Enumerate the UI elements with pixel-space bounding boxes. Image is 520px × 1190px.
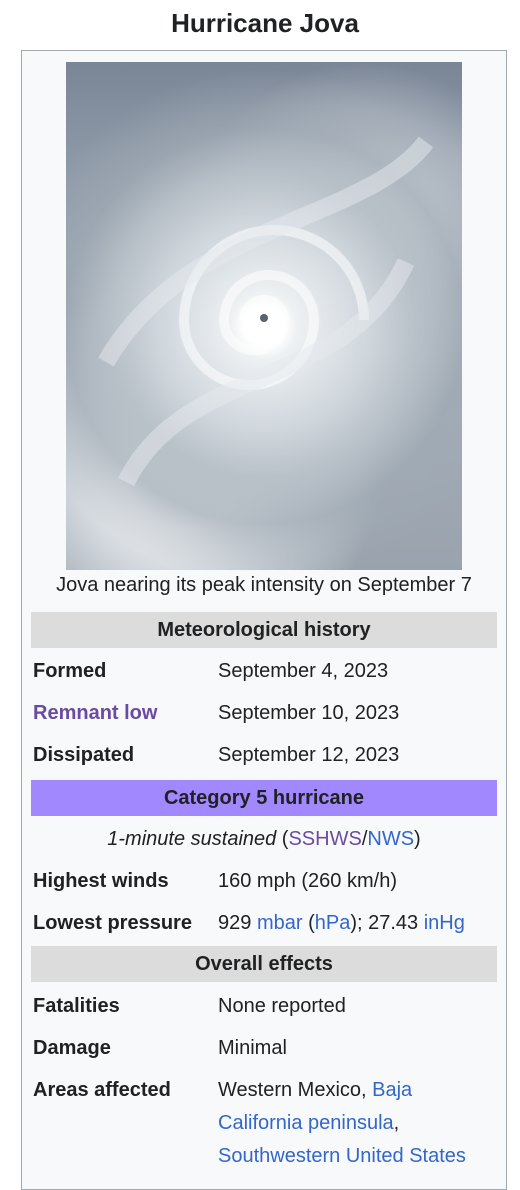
areas-comma: , — [393, 1112, 400, 1134]
image-caption: Jova nearing its peak intensity on Septe… — [56, 574, 472, 596]
areas-affected-value: Western Mexico, Baja California peninsul… — [218, 1074, 508, 1173]
areas-line-3: Southwestern United States — [218, 1140, 508, 1173]
highest-winds-label: Highest winds — [33, 870, 169, 892]
pressure-number: 929 — [218, 912, 257, 934]
formed-value: September 4, 2023 — [218, 660, 389, 682]
baja-link[interactable]: Baja — [372, 1079, 413, 1101]
dissipated-value: September 12, 2023 — [218, 744, 400, 766]
areas-affected-label: Areas affected — [33, 1079, 171, 1101]
page-title: Hurricane Jova — [171, 8, 359, 38]
note-slash: / — [361, 828, 368, 850]
hurricane-eye — [260, 314, 268, 322]
dissipated-label: Dissipated — [33, 744, 135, 766]
mbar-link[interactable]: mbar — [256, 912, 303, 934]
sshws-link[interactable]: SSHWS — [288, 828, 362, 850]
formed-label: Formed — [33, 660, 107, 682]
lowest-pressure-label: Lowest pressure — [33, 912, 192, 934]
remnant-low-value: September 10, 2023 — [218, 702, 400, 724]
nws-link[interactable]: NWS — [367, 828, 415, 850]
fatalities-label: Fatalities — [33, 995, 120, 1017]
fatalities-value: None reported — [218, 995, 346, 1017]
hpa-link[interactable]: hPa — [314, 912, 351, 934]
lowest-pressure-value: 929 mbar (hPa); 27.43 inHg — [218, 907, 465, 940]
sustained-note: 1-minute sustained (SSHWS/NWS) — [21, 828, 507, 851]
areas-line-2: California peninsula, — [218, 1107, 508, 1140]
areas-plain-1: Western Mexico, — [218, 1079, 373, 1101]
pressure-paren-open: ( — [302, 912, 315, 934]
damage-value: Minimal — [218, 1037, 287, 1059]
section-header-overall-effects: Overall effects — [31, 946, 497, 982]
section-header-meteorological-history: Meteorological history — [31, 612, 497, 648]
satellite-image[interactable] — [66, 62, 462, 570]
areas-line-1: Western Mexico, Baja — [218, 1074, 508, 1107]
damage-label: Damage — [33, 1037, 111, 1059]
note-paren-open: ( — [276, 828, 289, 850]
remnant-low-link[interactable]: Remnant low — [33, 702, 158, 724]
note-paren-close: ) — [414, 828, 421, 850]
hurricane-swirl-graphic — [98, 136, 434, 487]
highest-winds-value: 160 mph (260 km/h) — [218, 870, 397, 892]
california-peninsula-link[interactable]: California peninsula — [218, 1112, 394, 1134]
southwestern-us-link[interactable]: Southwestern United States — [218, 1145, 466, 1167]
pressure-paren-close: ); 27.43 — [350, 912, 424, 934]
section-header-category: Category 5 hurricane — [31, 780, 497, 816]
inhg-link[interactable]: inHg — [423, 912, 465, 934]
sustained-italic: 1-minute sustained — [107, 828, 277, 850]
